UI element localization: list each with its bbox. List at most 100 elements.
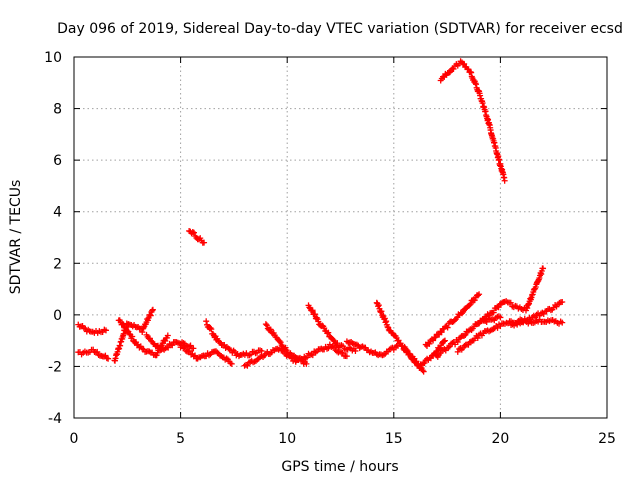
data-point [169,342,176,349]
series-arc-07 [203,318,265,360]
data-point [330,336,337,343]
data-point [321,325,328,332]
data-point [467,301,474,308]
x-tick-label: 10 [278,431,296,447]
series-arc-18 [476,265,547,327]
data-point [324,330,331,337]
data-point [139,329,146,336]
data-point [466,302,473,309]
data-point [440,346,447,353]
data-point [352,347,359,354]
data-point [375,302,382,309]
series-arc-21 [186,227,208,246]
series-arc-06 [177,342,235,367]
data-point [475,292,482,299]
y-tick-label: -2 [48,359,62,375]
data-point [421,360,428,367]
data-point [228,360,235,367]
y-tick-label: -4 [48,411,62,427]
data-point [94,348,101,355]
data-point [474,321,481,328]
data-point [226,346,233,353]
series-arc-12 [343,338,402,359]
data-point [459,310,466,317]
data-point [315,318,322,325]
data-point [404,348,411,355]
data-point [514,321,521,328]
x-tick-label: 25 [598,431,616,447]
data-point [377,309,384,316]
data-point [497,314,504,321]
data-point [278,341,285,348]
data-point [244,362,251,369]
series-arc-04 [115,317,171,359]
data-point [454,348,461,355]
series-arc-01 [75,321,109,336]
x-tick-label: 20 [491,431,509,447]
series-arc-20 [518,316,566,327]
data-point [208,326,215,333]
data-point [147,312,154,319]
series-arc-02 [75,346,112,362]
y-tick-label: 10 [44,50,62,66]
data-point [189,229,196,236]
series-arc-05 [143,331,197,353]
data-point [277,339,284,346]
data-point [430,337,437,344]
data-point [262,321,269,328]
data-point [501,177,508,184]
data-point [468,338,475,345]
y-tick-label: 4 [53,205,62,221]
data-point [191,229,198,236]
axis-tick-labels: 0 5 10 15 20 25 -4 -2 0 2 4 6 8 10 [44,50,616,447]
data-point [192,352,199,359]
data-point [444,324,451,331]
data-point [438,329,445,336]
data-point [303,360,310,367]
series-arc-13 [373,299,427,375]
data-point [461,60,468,67]
data-point [190,345,197,352]
y-tick-label: 2 [53,256,62,272]
data-point [263,322,270,329]
data-point [416,364,423,371]
x-tick-label: 15 [385,431,403,447]
data-point [203,318,210,325]
series-arc-03 [111,306,156,364]
data-point [474,335,481,342]
axis-ticks [73,56,608,419]
data-point [207,324,214,331]
data-point [456,345,463,352]
y-axis-label: SDTVAR / TECUs [8,180,24,295]
data-point [312,311,319,318]
data-point [426,340,433,347]
data-point [440,338,447,345]
data-point [309,307,316,314]
data-point [325,329,332,336]
data-point [419,367,426,374]
data-point [267,326,274,333]
data-point [120,321,127,328]
x-tick-label: 5 [176,431,185,447]
data-point [450,65,457,72]
data-point [471,297,478,304]
data-point [149,306,156,313]
data-point [454,339,461,346]
data-point [258,347,265,354]
data-point [164,332,171,339]
x-axis-label: GPS time / hours [281,459,398,475]
data-point [559,319,566,326]
series-arc-14 [401,337,448,371]
data-point [445,344,452,351]
data-point [334,340,341,347]
data-point [378,308,385,315]
data-point [437,350,444,357]
data-point [559,298,566,305]
data-point [102,327,109,334]
series-arc-10 [292,341,350,365]
data-point [383,318,390,325]
data-point [462,332,469,339]
data-point [181,344,188,351]
